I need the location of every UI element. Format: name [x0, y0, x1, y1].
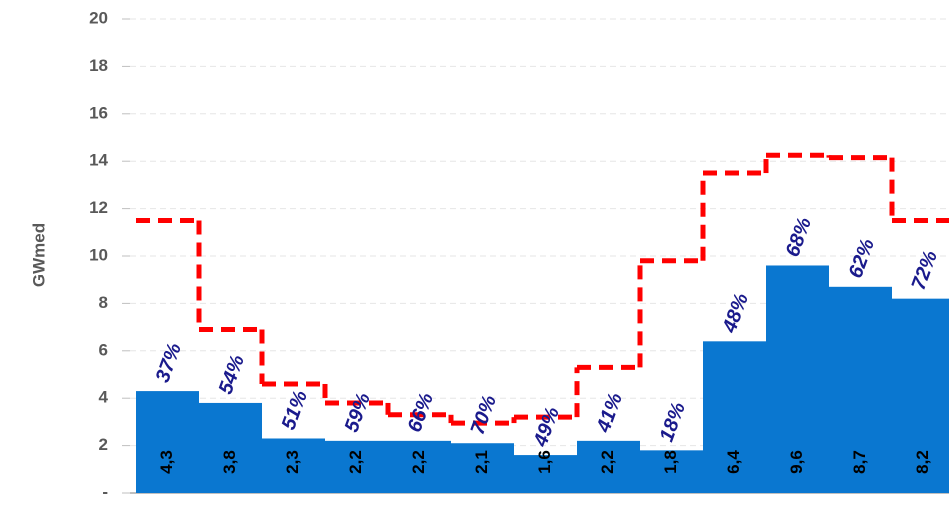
ratio-label: 54%	[215, 352, 249, 397]
ratio-label: 59%	[341, 390, 375, 435]
y-tick-label: 14	[89, 151, 108, 170]
bar	[136, 391, 199, 493]
bar-value-label: 9,6	[787, 450, 806, 474]
ratio-label: 62%	[845, 236, 879, 281]
bar	[199, 402, 262, 493]
bar-value-label: 8,7	[850, 450, 869, 474]
bar	[514, 455, 577, 493]
bar-value-label: 2,2	[598, 450, 617, 474]
bar	[262, 438, 325, 493]
bar	[766, 265, 829, 493]
y-tick-label: 20	[89, 8, 108, 27]
bar	[829, 286, 892, 493]
bar	[451, 443, 514, 493]
y-tick-label: -	[102, 482, 108, 501]
y-tick-label: 8	[99, 293, 108, 312]
bar-value-label: 2,1	[472, 450, 491, 474]
bar	[703, 341, 766, 493]
y-tick-label: 6	[99, 340, 108, 359]
bar-value-label: 2,2	[346, 450, 365, 474]
bar-value-label: 4,3	[157, 450, 176, 474]
y-axis-label: GWmed	[29, 223, 48, 287]
bar-value-label: 2,2	[409, 450, 428, 474]
ratio-label: 68%	[782, 214, 816, 259]
bar-value-label: 8,2	[913, 450, 932, 474]
ratio-label: 72%	[908, 248, 942, 293]
y-tick-label: 10	[89, 245, 108, 264]
bar-value-label: 2,3	[283, 450, 302, 474]
bar-value-label: 3,8	[220, 450, 239, 474]
ratio-label: 70%	[467, 392, 501, 437]
y-tick-label: 18	[89, 56, 108, 75]
ratio-label: 51%	[278, 387, 312, 432]
bar	[640, 450, 703, 493]
y-tick-label: 2	[99, 435, 108, 454]
bar-value-label: 6,4	[724, 450, 743, 474]
bar	[325, 440, 388, 493]
bar-value-label: 1,6	[535, 450, 554, 474]
ratio-label: 49%	[529, 404, 564, 450]
bar	[892, 298, 949, 493]
bar	[388, 440, 451, 493]
ratio-label: 18%	[656, 399, 690, 444]
y-tick-label: 16	[89, 103, 108, 122]
ratio-label: 41%	[592, 390, 627, 436]
bar-value-label: 1,8	[661, 450, 680, 474]
bar	[577, 440, 640, 493]
ratio-label: 37%	[152, 340, 186, 385]
y-tick-label: 4	[99, 388, 109, 407]
y-tick-label: 12	[89, 198, 108, 217]
ratio-label: 48%	[718, 290, 753, 336]
